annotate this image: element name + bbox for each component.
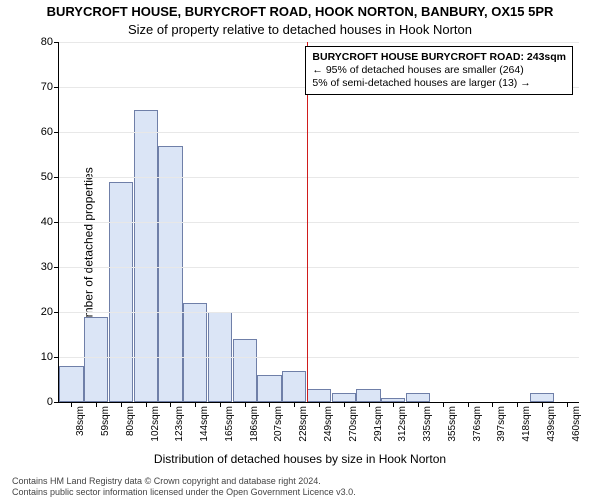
bar [356,389,380,403]
ytick-mark [54,357,59,358]
xtick-label: 80sqm [125,406,136,436]
ytick-mark [54,312,59,313]
xtick-label: 312sqm [397,406,408,442]
xtick-mark [393,402,394,407]
xtick-label: 38sqm [75,406,86,436]
xtick-label: 460sqm [571,406,582,442]
ytick-mark [54,177,59,178]
marker-line [307,42,308,402]
ytick-label: 20 [41,306,53,318]
ytick-label: 60 [41,126,53,138]
xtick-mark [468,402,469,407]
xtick-mark [542,402,543,407]
xtick-label: 123sqm [174,406,185,442]
chart-title: BURYCROFT HOUSE, BURYCROFT ROAD, HOOK NO… [0,4,600,19]
bar [530,393,554,402]
xtick-label: 144sqm [199,406,210,442]
xtick-mark [418,402,419,407]
gridline [59,42,579,43]
gridline [59,312,579,313]
xtick-label: 59sqm [100,406,111,436]
xtick-label: 439sqm [546,406,557,442]
bar [307,389,331,403]
annotation-title: BURYCROFT HOUSE BURYCROFT ROAD: 243sqm [312,51,566,64]
xtick-label: 270sqm [348,406,359,442]
xtick-mark [71,402,72,407]
xtick-mark [517,402,518,407]
ytick-label: 30 [41,261,53,273]
xtick-mark [344,402,345,407]
bar [332,393,356,402]
ytick-mark [54,42,59,43]
xtick-label: 355sqm [447,406,458,442]
ytick-mark [54,132,59,133]
xtick-label: 335sqm [422,406,433,442]
ytick-label: 70 [41,81,53,93]
xtick-label: 291sqm [373,406,384,442]
xtick-mark [146,402,147,407]
xtick-mark [195,402,196,407]
bar [257,375,281,402]
ytick-mark [54,222,59,223]
bar [233,339,257,402]
footer: Contains HM Land Registry data © Crown c… [12,476,588,498]
xtick-label: 376sqm [472,406,483,442]
ytick-mark [54,402,59,403]
ytick-mark [54,87,59,88]
plot-area: 01020304050607080 38sqm59sqm80sqm102sqm1… [58,42,579,403]
xtick-mark [220,402,221,407]
xtick-label: 228sqm [298,406,309,442]
xtick-mark [567,402,568,407]
bar [134,110,158,403]
xtick-mark [121,402,122,407]
gridline [59,132,579,133]
footer-line2: Contains public sector information licen… [12,487,588,498]
annotation-line2: 5% of semi-detached houses are larger (1… [312,77,566,90]
bar [183,303,207,402]
annotation-line1: ← 95% of detached houses are smaller (26… [312,64,566,77]
xtick-label: 186sqm [249,406,260,442]
bar [406,393,430,402]
bar [158,146,182,403]
ytick-label: 0 [47,396,53,408]
gridline [59,267,579,268]
bar [282,371,306,403]
xtick-mark [170,402,171,407]
bar [84,317,108,403]
xtick-mark [96,402,97,407]
ytick-label: 40 [41,216,53,228]
gridline [59,177,579,178]
footer-line1: Contains HM Land Registry data © Crown c… [12,476,588,487]
xtick-label: 165sqm [224,406,235,442]
annotation-box: BURYCROFT HOUSE BURYCROFT ROAD: 243sqm ←… [305,46,573,95]
xtick-mark [319,402,320,407]
xtick-mark [294,402,295,407]
ytick-label: 80 [41,36,53,48]
xtick-mark [443,402,444,407]
xtick-mark [269,402,270,407]
xtick-mark [369,402,370,407]
xtick-mark [245,402,246,407]
gridline [59,222,579,223]
xtick-label: 397sqm [496,406,507,442]
chart-subtitle: Size of property relative to detached ho… [0,22,600,37]
x-axis-label: Distribution of detached houses by size … [0,452,600,466]
bar [109,182,133,403]
xtick-mark [492,402,493,407]
ytick-label: 50 [41,171,53,183]
gridline [59,357,579,358]
bar [59,366,83,402]
xtick-label: 418sqm [521,406,532,442]
ytick-label: 10 [41,351,53,363]
xtick-label: 207sqm [273,406,284,442]
xtick-label: 102sqm [150,406,161,442]
ytick-mark [54,267,59,268]
xtick-label: 249sqm [323,406,334,442]
